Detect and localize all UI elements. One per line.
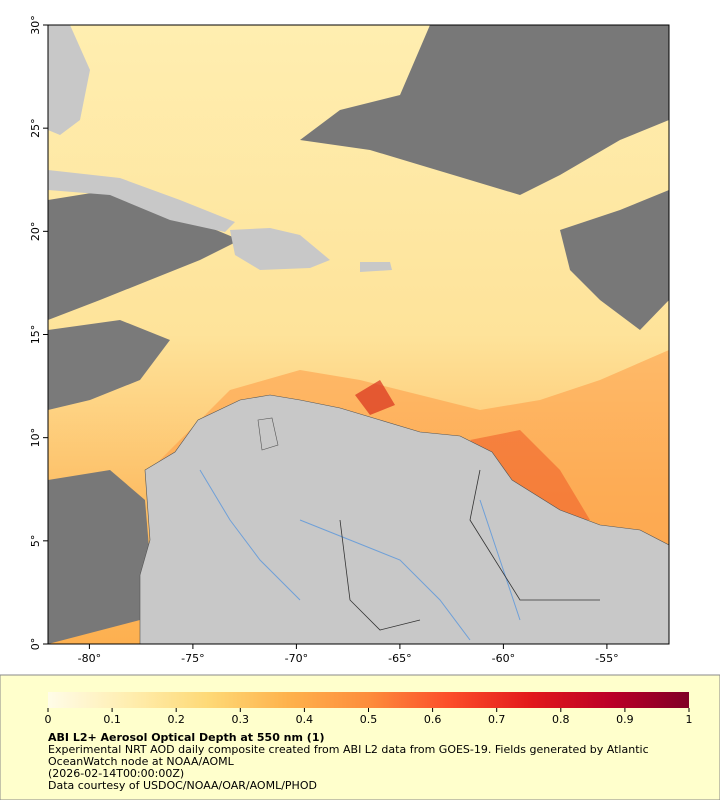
colorbar-tick-label: 1 <box>686 713 693 726</box>
cloud-mask <box>48 320 170 410</box>
colorbar-tick-label: 0.1 <box>103 713 121 726</box>
land-florida <box>48 25 90 135</box>
cloud-mask <box>560 190 669 330</box>
y-tick-label: 20° <box>29 222 42 242</box>
river <box>199 469 301 601</box>
y-tick-label: 25° <box>29 118 42 138</box>
colorbar-tick-label: 0.8 <box>552 713 570 726</box>
y-tick-label: 30° <box>29 15 42 35</box>
border <box>469 469 600 601</box>
high-aerosol-patch <box>470 430 590 520</box>
x-tick-label: -75° <box>181 652 204 665</box>
land-cuba <box>48 170 235 232</box>
x-tick-label: -65° <box>388 652 411 665</box>
cloud-mask <box>300 25 669 195</box>
colorbar-tick-label: 0 <box>45 713 52 726</box>
colorbar-tick-label: 0.4 <box>296 713 314 726</box>
x-tick-label: -70° <box>285 652 308 665</box>
caption-timestamp: (2026-02-14T00:00:00Z) <box>48 767 185 780</box>
caption-description: Experimental NRT AOD daily composite cre… <box>48 743 649 768</box>
x-tick-label: -55° <box>595 652 618 665</box>
colorbar-tick-label: 0.5 <box>360 713 378 726</box>
colorbar-tick-label: 0.9 <box>616 713 634 726</box>
x-tick-label: -60° <box>492 652 515 665</box>
land-hispaniola <box>230 228 330 270</box>
colorbar-tick-label: 0.6 <box>424 713 442 726</box>
y-tick-label: 10° <box>29 428 42 448</box>
map-layer <box>48 25 669 644</box>
lake-maracaibo <box>257 417 279 451</box>
high-aerosol-patch <box>355 380 395 415</box>
x-tick-label: -80° <box>78 652 101 665</box>
y-tick-label: 5° <box>29 535 42 548</box>
land-puerto-rico <box>360 262 392 272</box>
y-tick-label: 0° <box>29 638 42 651</box>
colorbar-tick-label: 0.2 <box>167 713 185 726</box>
colorbar-tick-label: 0.3 <box>232 713 250 726</box>
border <box>339 519 421 631</box>
caption-credit: Data courtesy of USDOC/NOAA/OAR/AOML/PHO… <box>48 779 317 792</box>
y-tick-label: 15° <box>29 325 42 345</box>
cloud-mask <box>48 470 150 644</box>
caption: ABI L2+ Aerosol Optical Depth at 550 nm … <box>48 732 688 792</box>
river <box>479 499 521 621</box>
colorbar <box>48 692 689 708</box>
colorbar-tick-label: 0.7 <box>488 713 506 726</box>
land-south-america <box>139 394 669 644</box>
river <box>299 519 471 641</box>
caption-title: ABI L2+ Aerosol Optical Depth at 550 nm … <box>48 731 325 744</box>
